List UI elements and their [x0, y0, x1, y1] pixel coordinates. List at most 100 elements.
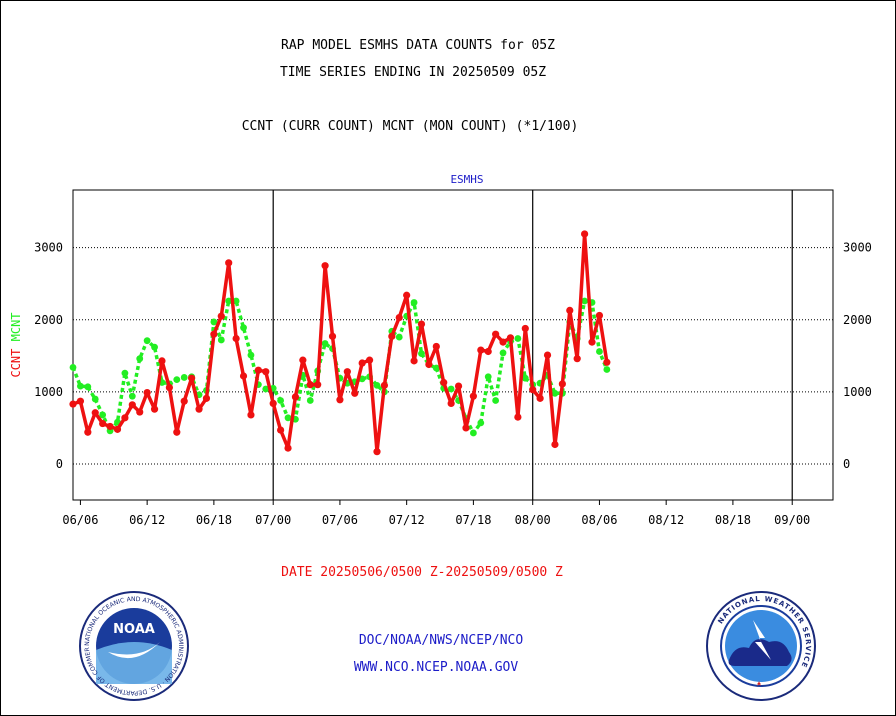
y-tick-label-right: 2000 [843, 313, 872, 327]
point-ccnt [573, 355, 581, 363]
point-mcnt [277, 397, 285, 404]
point-mcnt [477, 419, 485, 427]
point-ccnt [91, 409, 99, 417]
point-mcnt [410, 299, 418, 306]
point-ccnt [188, 374, 196, 382]
point-mcnt [306, 397, 314, 404]
point-mcnt [91, 395, 99, 403]
org-label: DOC/NOAA/NWS/NCEP/NCO [358, 633, 524, 648]
point-ccnt [506, 334, 515, 342]
point-ccnt [588, 338, 596, 346]
point-mcnt [151, 343, 158, 351]
point-ccnt [388, 332, 396, 340]
point-ccnt [106, 422, 114, 431]
point-mcnt [484, 373, 492, 381]
point-ccnt [536, 394, 544, 402]
point-ccnt [373, 448, 381, 456]
series-line-mcnt [71, 299, 609, 435]
point-mcnt [418, 350, 425, 358]
point-ccnt [121, 414, 129, 422]
point-mcnt [262, 385, 270, 393]
point-ccnt [314, 381, 322, 389]
point-ccnt [195, 405, 203, 413]
point-ccnt [269, 399, 277, 407]
plot-area [72, 189, 834, 501]
point-mcnt [596, 348, 603, 355]
point-mcnt [395, 333, 403, 341]
point-ccnt [351, 389, 359, 397]
point-ccnt [477, 346, 485, 354]
point-ccnt [417, 320, 426, 328]
point-ccnt [225, 259, 233, 267]
point-ccnt [380, 381, 389, 389]
point-ccnt [395, 314, 403, 322]
point-ccnt [499, 338, 507, 346]
point-ccnt [484, 347, 492, 356]
series-description: CCNT (CURR COUNT) MCNT (MON COUNT) (*1/1… [241, 119, 579, 134]
point-mcnt [69, 363, 77, 371]
website-link[interactable]: WWW.NCO.NCEP.NOAA.GOV [353, 660, 519, 675]
point-mcnt [432, 364, 440, 372]
point-mcnt [180, 374, 188, 381]
y-tick-label-right: 3000 [843, 241, 872, 255]
point-mcnt [247, 351, 255, 359]
point-mcnt [217, 336, 225, 344]
point-mcnt [225, 297, 233, 305]
nws-logo: NATIONAL WEATHER SERVICE [706, 591, 816, 701]
x-tick-label: 08/06 [581, 513, 617, 527]
point-mcnt [232, 297, 240, 305]
point-ccnt [210, 330, 218, 338]
x-tick-label: 09/00 [774, 513, 810, 527]
point-ccnt [343, 368, 351, 376]
point-ccnt [150, 405, 159, 413]
point-mcnt [84, 383, 92, 391]
point-ccnt [299, 356, 307, 364]
point-ccnt [173, 428, 181, 436]
point-ccnt [232, 334, 240, 343]
y-tick-label-left: 1000 [34, 385, 63, 399]
point-mcnt [284, 414, 292, 422]
point-mcnt [469, 429, 477, 437]
chart-title: RAP MODEL ESMHS DATA COUNTS for 05Z [281, 38, 555, 53]
point-mcnt [581, 297, 589, 305]
point-mcnt [128, 392, 136, 400]
x-tick-label: 06/06 [62, 513, 98, 527]
point-ccnt [180, 397, 188, 405]
point-mcnt [240, 324, 247, 332]
x-tick-label: 07/18 [455, 513, 491, 527]
point-ccnt [328, 332, 337, 340]
point-mcnt [373, 381, 381, 389]
point-ccnt [136, 408, 144, 416]
y-tick-label-right: 1000 [843, 385, 872, 399]
point-ccnt [128, 401, 136, 409]
point-mcnt [521, 374, 529, 382]
y-tick-label-left: 3000 [34, 241, 63, 255]
point-mcnt [447, 385, 455, 393]
x-tick-label: 07/12 [389, 513, 425, 527]
point-ccnt [566, 306, 574, 314]
point-mcnt [173, 376, 181, 384]
point-ccnt [291, 393, 300, 401]
point-ccnt [358, 359, 366, 367]
point-ccnt [447, 399, 455, 407]
point-ccnt [514, 413, 522, 421]
point-ccnt [143, 388, 151, 397]
point-ccnt [284, 444, 292, 452]
point-ccnt [306, 381, 314, 389]
point-mcnt [321, 340, 329, 347]
point-ccnt [543, 351, 552, 359]
y-axis-label-ccnt: CCNT [9, 349, 23, 378]
point-mcnt [499, 349, 507, 357]
point-ccnt [551, 440, 559, 449]
point-ccnt [202, 394, 211, 402]
point-ccnt [217, 312, 225, 320]
x-tick-label: 08/18 [715, 513, 751, 527]
point-ccnt [595, 311, 604, 320]
x-tick-label: 06/18 [196, 513, 232, 527]
point-ccnt [69, 400, 77, 408]
x-tick-label: 07/06 [322, 513, 358, 527]
point-ccnt [425, 360, 433, 369]
point-ccnt [469, 392, 477, 400]
point-ccnt [403, 291, 411, 299]
x-tick-label: 08/00 [515, 513, 551, 527]
